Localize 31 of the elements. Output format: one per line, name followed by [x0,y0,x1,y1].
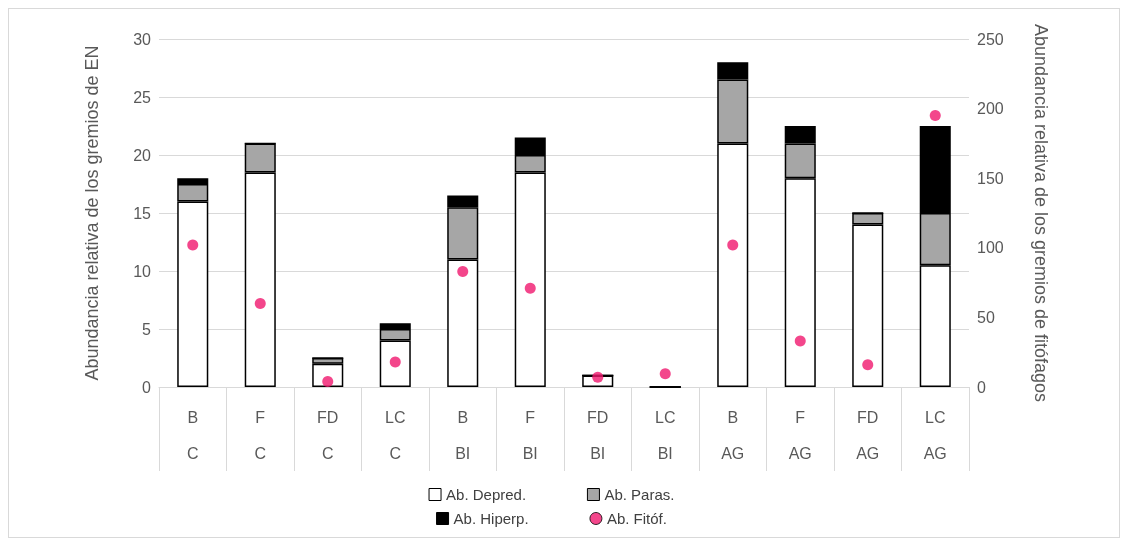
x-tick-label: LC C [385,408,406,462]
y-tick-label: 5 [142,320,152,338]
y-tick-label: 10 [133,262,152,280]
x-tick-label: B BI [455,408,471,462]
x-tick-label: FD C [317,408,339,462]
legend-label: Ab. Paras. [604,486,700,503]
legend-label: Ab. Hiperp. [453,510,550,527]
y2-tick-label: 250 [977,30,1004,48]
y-tick-label: 0 [142,378,152,396]
x-tick-label: FD BI [587,408,609,462]
y-tick-label: 20 [133,146,152,164]
y-tick-label: 30 [133,30,152,48]
x-tick-label: F BI [522,408,538,462]
x-tick-label: B AG [721,408,745,462]
x-tick-label: F AG [788,408,812,462]
legend-label: Ab. Depred. [446,486,547,503]
y2-tick-label: 50 [977,308,995,326]
y-tick-label: 15 [133,204,152,222]
x-tick-label: F C [254,408,267,462]
x-tick-label: B C [186,408,199,462]
legend-label: Ab. Fitóf. [606,510,692,527]
y2-tick-label: 150 [977,169,1004,187]
y2-tick-label: 100 [977,239,1004,257]
y-tick-label: 25 [133,88,152,106]
y2-tick-label: 200 [977,100,1004,118]
x-tick-label: FD AG [856,408,880,462]
y2-tick-label: 0 [977,378,986,396]
y-axis-title: Abundancia relativa de los gremios de EN [82,45,102,381]
x-tick-label: LC AG [923,408,947,462]
y2-axis-title: Abundancia relativa de los gremios de fitófagos [1031,23,1051,403]
x-tick-label: LC BI [655,408,676,462]
